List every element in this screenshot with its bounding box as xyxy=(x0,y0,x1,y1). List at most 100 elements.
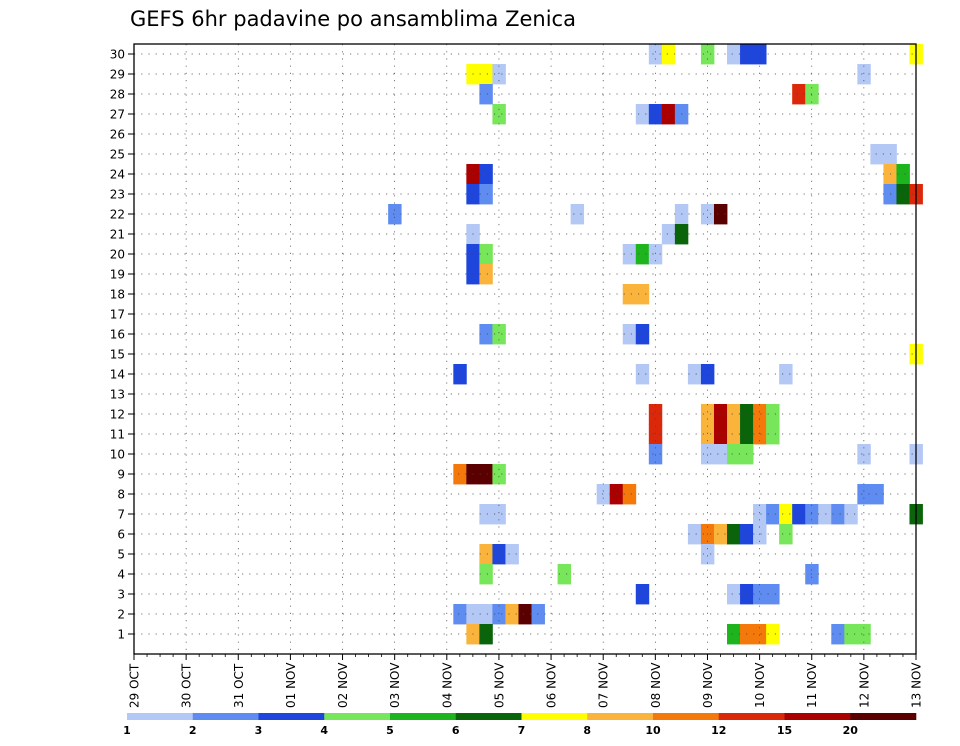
precip-cell xyxy=(831,624,845,645)
precip-cell xyxy=(753,44,767,65)
precip-cell xyxy=(753,584,767,605)
precip-cell xyxy=(727,44,741,65)
precip-cell xyxy=(622,484,637,505)
y-tick-label: 16 xyxy=(110,328,125,342)
precip-cell xyxy=(479,64,493,85)
y-tick-label: 28 xyxy=(110,88,125,102)
precip-cell xyxy=(700,544,715,565)
x-tick-label: 02 NOV xyxy=(336,662,350,708)
precip-cell xyxy=(687,364,702,385)
precip-cell xyxy=(727,404,741,425)
precip-cell xyxy=(479,244,493,265)
y-tick-label: 24 xyxy=(110,168,125,182)
precip-cell xyxy=(896,164,910,185)
x-tick-label: 05 NOV xyxy=(492,662,506,708)
precip-cell xyxy=(492,104,506,125)
y-tick-label: 12 xyxy=(110,408,125,422)
y-tick-label: 13 xyxy=(110,388,125,402)
precip-cell xyxy=(661,104,676,125)
colorbar-label: 4 xyxy=(320,724,328,737)
precip-cell xyxy=(779,524,793,545)
y-tick-label: 20 xyxy=(110,248,125,262)
precip-cell xyxy=(818,504,832,525)
precip-cell xyxy=(492,464,506,485)
precip-cell xyxy=(635,284,650,305)
precip-cell xyxy=(766,504,780,525)
colorbar-label: 6 xyxy=(452,724,460,737)
colorbar-swatch xyxy=(850,713,917,720)
data-cells xyxy=(388,44,923,645)
precip-cell xyxy=(700,364,715,385)
precip-cell xyxy=(648,424,663,445)
y-tick-label: 18 xyxy=(110,288,125,302)
colorbar-swatch xyxy=(192,713,259,720)
precip-cell xyxy=(622,284,637,305)
precip-cell xyxy=(479,544,493,565)
precip-cell xyxy=(492,324,506,345)
precip-cell xyxy=(687,524,702,545)
precip-cell xyxy=(753,504,767,525)
precip-cell xyxy=(766,404,780,425)
precip-cell xyxy=(661,224,676,245)
precip-cell xyxy=(713,444,728,465)
precip-cell xyxy=(700,44,715,65)
x-tick-label: 30 OCT xyxy=(180,663,194,708)
precip-cell xyxy=(388,204,402,225)
precip-cell xyxy=(713,424,728,445)
precip-cell xyxy=(635,324,650,345)
y-tick-label: 21 xyxy=(110,228,125,242)
y-tick-label: 5 xyxy=(117,548,125,562)
y-tick-label: 19 xyxy=(110,268,125,282)
colorbar-swatch xyxy=(784,713,851,720)
x-tick-label: 11 NOV xyxy=(805,662,819,708)
colorbar-swatch xyxy=(455,713,522,720)
precip-cell xyxy=(844,624,858,645)
colorbar: 1 2 3 4 5 6 7 8 10 12 15 20 xyxy=(123,713,917,737)
precip-cell xyxy=(479,464,493,485)
precip-cell xyxy=(896,184,910,205)
precip-cell xyxy=(453,604,467,625)
precip-cell xyxy=(479,624,493,645)
precip-cell xyxy=(727,624,741,645)
precip-cell xyxy=(648,44,663,65)
precip-cell xyxy=(557,564,572,585)
precip-cell xyxy=(479,504,493,525)
precip-cell xyxy=(648,244,663,265)
x-axis: 29 OCT 30 OCT 31 OCT 01 NOV 02 NOV 03 NOV 04 N… xyxy=(128,654,924,708)
chart-title: GEFS 6hr padavine po ansamblima Zenica xyxy=(130,7,576,31)
colorbar-swatch xyxy=(718,713,785,720)
precip-cell xyxy=(727,524,741,545)
precip-cell xyxy=(492,504,506,525)
x-tick-label: 01 NOV xyxy=(284,662,298,708)
y-tick-label: 30 xyxy=(110,48,125,62)
precip-cell xyxy=(700,444,715,465)
y-tick-label: 27 xyxy=(110,108,125,122)
precip-cell xyxy=(635,244,650,265)
y-tick-label: 8 xyxy=(117,488,125,502)
x-tick-label: 08 NOV xyxy=(649,662,663,708)
precip-cell xyxy=(766,584,780,605)
y-tick-label: 25 xyxy=(110,148,125,162)
precip-cell xyxy=(479,184,493,205)
precip-cell xyxy=(479,264,493,285)
colorbar-label: 2 xyxy=(189,724,197,737)
precip-cell xyxy=(857,484,871,505)
precip-cell xyxy=(792,504,806,525)
precip-cell xyxy=(727,444,741,465)
x-tick-label: 29 OCT xyxy=(128,663,142,708)
x-tick-label: 04 NOV xyxy=(440,662,454,708)
precip-cell xyxy=(713,404,728,425)
colorbar-label: 10 xyxy=(645,724,661,737)
y-tick-label: 9 xyxy=(117,468,125,482)
precip-cell xyxy=(870,484,884,505)
colorbar-label: 8 xyxy=(583,724,591,737)
precip-cell xyxy=(779,364,793,385)
y-tick-label: 23 xyxy=(110,188,125,202)
precip-cell xyxy=(453,464,467,485)
y-tick-label: 6 xyxy=(117,528,125,542)
x-tick-label: 09 NOV xyxy=(701,662,715,708)
colorbar-label: 7 xyxy=(518,724,526,737)
x-tick-label: 07 NOV xyxy=(597,662,611,708)
precip-cell xyxy=(648,444,663,465)
